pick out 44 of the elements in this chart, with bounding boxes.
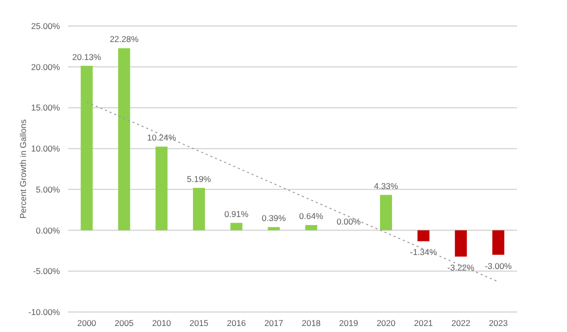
bar (305, 225, 318, 230)
data-label: -1.34% (410, 247, 438, 258)
data-label: 10.24% (147, 132, 176, 143)
data-label: 0.64% (299, 211, 324, 222)
x-tick-label: 2015 (189, 318, 209, 328)
bar (380, 194, 392, 230)
x-tick-label: 2016 (226, 318, 246, 328)
data-label: 20.13% (72, 52, 102, 62)
data-label: 0.39% (262, 213, 286, 224)
data-label: 22.28% (110, 34, 139, 44)
y-tick-label: 0.00% (36, 225, 60, 236)
y-tick-label: -5.00% (33, 266, 60, 276)
x-tick-label: 2010 (152, 318, 172, 328)
x-tick-label: 2022 (451, 318, 471, 328)
bar (156, 146, 168, 230)
data-label: 0.00% (336, 216, 362, 226)
y-tick-label: 10.00% (31, 144, 60, 154)
y-tick-label: 25.00% (31, 20, 60, 31)
bar (454, 230, 467, 257)
data-label: 0.91% (224, 208, 249, 219)
data-label: -3.22% (447, 262, 475, 273)
y-tick-label: 5.00% (36, 184, 60, 194)
bar (118, 48, 130, 230)
x-tick-label: 2021 (414, 318, 434, 328)
bar (80, 66, 93, 230)
data-label: 4.33% (374, 180, 399, 191)
x-tick-label: 2017 (264, 318, 284, 328)
bar (230, 222, 242, 230)
x-tick-label: 2019 (339, 318, 358, 328)
bar (417, 230, 430, 242)
x-tick-label: 2018 (302, 318, 321, 328)
y-tick-label: -10.00% (28, 306, 60, 317)
data-label: -3.00% (484, 260, 512, 271)
x-tick-label: 2000 (77, 318, 96, 328)
y-axis-title: Percent Growth in Gallons (18, 119, 28, 219)
bar (268, 227, 280, 230)
x-tick-label: 2005 (114, 318, 134, 328)
bar (492, 230, 504, 255)
x-tick-label: 2023 (488, 318, 508, 328)
y-tick-label: 15.00% (31, 102, 60, 113)
bar (192, 188, 205, 230)
y-tick-label: 20.00% (31, 62, 60, 72)
x-tick-label: 2020 (376, 318, 396, 328)
data-label: 5.19% (186, 174, 212, 184)
